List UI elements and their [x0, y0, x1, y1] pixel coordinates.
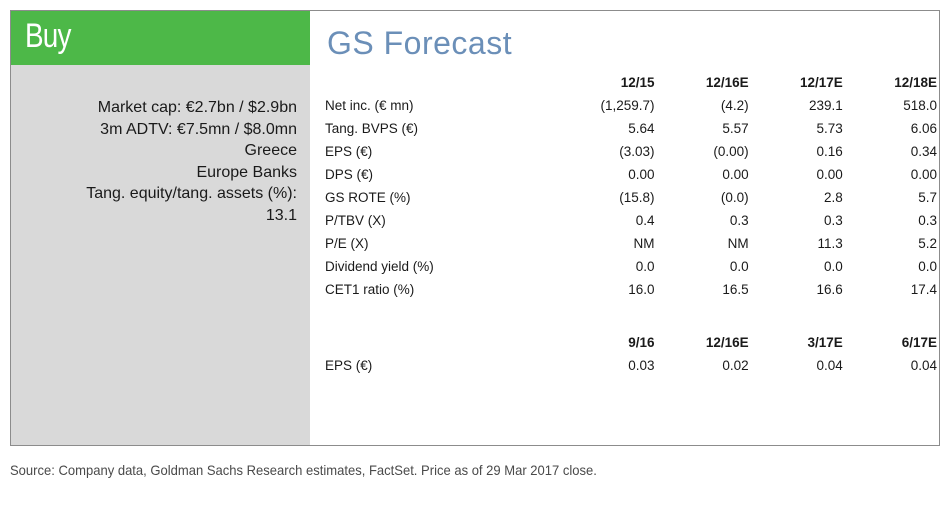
row-value: 0.0	[824, 259, 843, 274]
table-row: Dividend yield (%) 0.0 0.0 0.0 0.0	[325, 255, 937, 278]
row-value: 0.34	[910, 144, 937, 159]
stock-summary-panel: Buy Market cap: €2.7bn / $2.9bn 3m ADTV:…	[10, 10, 940, 446]
summary-sidebar: Buy Market cap: €2.7bn / $2.9bn 3m ADTV:…	[11, 11, 310, 445]
forecast-header-row: 12/15 12/16E 12/17E 12/18E	[325, 71, 937, 94]
table-row: EPS (€) (3.03) (0.00) 0.16 0.34	[325, 140, 937, 163]
row-value: 5.7	[918, 190, 937, 205]
row-value: 0.0	[729, 259, 749, 274]
table-row: P/TBV (X) 0.4 0.3 0.3 0.3	[325, 209, 937, 232]
row-value: 11.3	[817, 236, 843, 251]
header-col: 12/16E	[705, 335, 749, 350]
row-value: (1,259.7)	[600, 98, 655, 113]
company-meta: Market cap: €2.7bn / $2.9bn 3m ADTV: €7.…	[11, 97, 297, 227]
adtv: 3m ADTV: €7.5mn / $8.0mn	[100, 120, 297, 138]
header-col: 12/17E	[800, 75, 843, 90]
table-row: P/E (X) NM NM 11.3 5.2	[325, 232, 937, 255]
row-label: DPS (€)	[325, 167, 374, 182]
header-blank	[325, 71, 550, 94]
row-value: 239.1	[809, 98, 843, 113]
header-col: 9/16	[628, 335, 655, 350]
quarterly-header-row: 9/16 12/16E 3/17E 6/17E	[325, 331, 937, 354]
row-value: 5.57	[722, 121, 749, 136]
row-value: 0.04	[910, 358, 937, 373]
row-value: 0.0	[918, 259, 937, 274]
row-value: 0.16	[816, 144, 843, 159]
row-value: 0.00	[816, 167, 843, 182]
row-value: 0.03	[628, 358, 655, 373]
row-label: Net inc. (€ mn)	[325, 98, 414, 113]
header-col: 12/18E	[894, 75, 937, 90]
row-value: 0.00	[910, 167, 937, 182]
sector: Europe Banks	[196, 163, 297, 181]
table-row: Tang. BVPS (€) 5.64 5.57 5.73 6.06	[325, 117, 937, 140]
row-value: 0.00	[722, 167, 749, 182]
market-cap: Market cap: €2.7bn / $2.9bn	[97, 99, 297, 116]
quarterly-table: 9/16 12/16E 3/17E 6/17E EPS (€) 0.03 0.02 0…	[325, 331, 937, 377]
row-value: 5.64	[628, 121, 655, 136]
forecast-table: 12/15 12/16E 12/17E 12/18E Net inc. (€ m…	[325, 71, 937, 301]
row-value: 0.4	[635, 213, 655, 228]
row-value: (0.00)	[713, 144, 749, 159]
row-value: 17.4	[910, 282, 937, 297]
row-label: P/E (X)	[325, 236, 369, 251]
row-label: CET1 ratio (%)	[325, 282, 415, 297]
table-row: DPS (€) 0.00 0.00 0.00 0.00	[325, 163, 937, 186]
table-row: GS ROTE (%) (15.8) (0.0) 2.8 5.7	[325, 186, 937, 209]
row-label: Dividend yield (%)	[325, 259, 434, 274]
row-value: 16.6	[816, 282, 843, 297]
row-value: 6.06	[910, 121, 937, 136]
row-value: 0.02	[722, 358, 749, 373]
row-value: 0.04	[816, 358, 843, 373]
row-label: GS ROTE (%)	[325, 190, 411, 205]
country: Greece	[244, 142, 297, 160]
row-value: 16.5	[722, 282, 749, 297]
table-row: Net inc. (€ mn) (1,259.7) (4.2) 239.1 518.0	[325, 94, 937, 117]
tang-equity-value: 13.1	[265, 206, 297, 224]
row-value: 5.73	[816, 121, 843, 136]
table-row: CET1 ratio (%) 16.0 16.5 16.6 17.4	[325, 278, 937, 301]
tang-equity-label: Tang. equity/tang. assets (%):	[86, 185, 297, 203]
rating-label: Buy	[25, 17, 71, 55]
row-label: P/TBV (X)	[325, 213, 386, 228]
source-note: Source: Company data, Goldman Sachs Rese…	[10, 462, 597, 478]
row-value: 2.8	[824, 190, 843, 205]
header-col: 12/16E	[705, 75, 749, 90]
row-label: Tang. BVPS (€)	[325, 121, 419, 136]
row-value: 0.00	[628, 167, 655, 182]
header-blank	[325, 331, 550, 354]
row-value: NM	[727, 236, 749, 251]
row-value: 0.3	[918, 213, 937, 228]
header-col: 12/15	[620, 75, 655, 90]
row-value: (15.8)	[619, 190, 655, 205]
table-row: EPS (€) 0.03 0.02 0.04 0.04	[325, 354, 937, 377]
row-value: (4.2)	[720, 98, 749, 113]
row-value: (3.03)	[619, 144, 655, 159]
rating-banner: Buy	[11, 11, 310, 65]
row-value: NM	[633, 236, 655, 251]
row-label: EPS (€)	[325, 358, 373, 373]
row-value: 0.0	[635, 259, 655, 274]
row-label: EPS (€)	[325, 144, 373, 159]
row-value: 16.0	[628, 282, 655, 297]
row-value: 0.3	[824, 213, 843, 228]
row-value: (0.0)	[720, 190, 749, 205]
forecast-title: GS Forecast	[327, 25, 513, 61]
header-col: 3/17E	[807, 335, 843, 350]
header-col: 6/17E	[901, 335, 937, 350]
row-value: 518.0	[903, 98, 937, 113]
row-value: 5.2	[918, 236, 937, 251]
row-value: 0.3	[729, 213, 749, 228]
